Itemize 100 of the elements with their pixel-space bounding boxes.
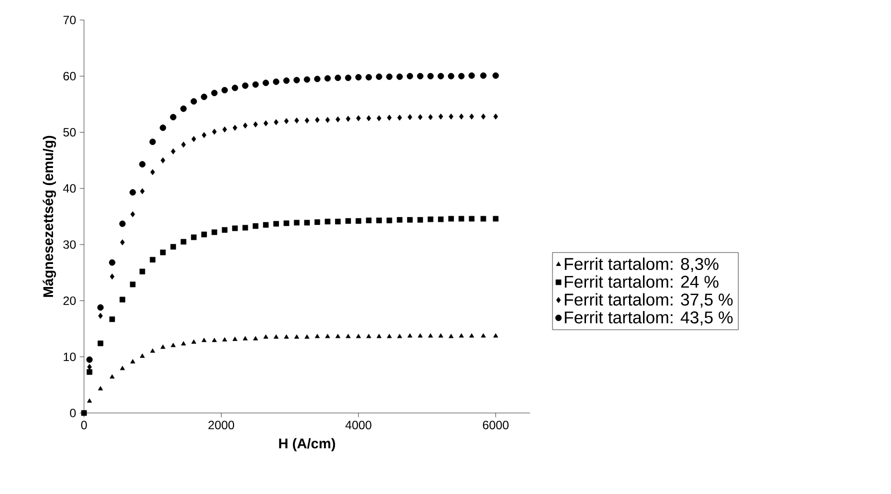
point xyxy=(304,117,310,124)
point xyxy=(458,72,465,80)
x-tick-label: 2000 xyxy=(208,420,234,430)
point xyxy=(335,334,340,338)
point xyxy=(397,114,402,121)
point xyxy=(108,259,116,266)
point xyxy=(264,120,268,126)
point xyxy=(86,356,93,363)
point xyxy=(493,114,498,120)
point xyxy=(190,98,197,105)
point xyxy=(253,336,258,340)
point xyxy=(87,398,92,403)
point xyxy=(294,334,300,339)
point xyxy=(448,72,454,80)
point xyxy=(406,72,414,80)
point xyxy=(81,410,87,416)
point xyxy=(160,124,166,131)
point xyxy=(356,115,361,122)
point xyxy=(448,114,454,120)
point xyxy=(190,234,197,240)
point xyxy=(386,74,393,80)
point xyxy=(284,118,289,124)
point xyxy=(98,386,103,390)
point xyxy=(87,364,92,370)
point xyxy=(417,72,424,80)
point xyxy=(418,333,423,338)
point xyxy=(140,268,146,274)
point xyxy=(201,232,207,238)
point xyxy=(304,220,310,226)
point xyxy=(376,115,382,122)
point xyxy=(334,74,342,82)
point xyxy=(262,80,270,86)
point xyxy=(130,359,136,364)
point xyxy=(97,304,104,311)
point xyxy=(396,74,403,80)
legend-label: Ferrit tartalom: 24 % xyxy=(564,275,718,288)
point xyxy=(283,77,290,84)
point xyxy=(428,333,433,338)
point xyxy=(212,229,218,236)
point xyxy=(458,216,464,222)
point xyxy=(242,224,248,231)
point xyxy=(324,75,331,82)
point xyxy=(274,334,279,339)
y-tick-label: 40 xyxy=(63,184,76,193)
y-tick-label: 70 xyxy=(63,16,76,24)
point xyxy=(480,216,486,222)
point xyxy=(202,338,207,342)
point xyxy=(160,250,166,256)
point xyxy=(242,82,248,89)
legend-label: Ferrit tartalom: 37,5 % xyxy=(564,293,733,308)
point xyxy=(324,218,330,224)
point xyxy=(408,114,412,120)
point xyxy=(469,114,474,120)
point xyxy=(325,116,330,123)
point xyxy=(150,256,156,263)
point xyxy=(120,366,125,370)
point xyxy=(407,217,413,223)
point xyxy=(110,274,114,280)
point xyxy=(468,72,475,79)
point xyxy=(274,119,278,126)
point xyxy=(304,334,310,339)
point xyxy=(200,94,208,100)
point xyxy=(376,334,382,338)
y-tick-label: 30 xyxy=(63,240,76,249)
point xyxy=(314,116,320,123)
point xyxy=(150,169,155,176)
point xyxy=(492,216,498,222)
y-tick-label: 60 xyxy=(63,72,76,80)
point xyxy=(170,114,176,120)
point xyxy=(202,132,206,138)
point xyxy=(284,220,290,226)
point xyxy=(110,374,115,379)
point xyxy=(387,114,392,121)
point xyxy=(438,114,444,120)
point xyxy=(294,220,300,226)
legend-label: Ferrit tartalom: 8,3% xyxy=(564,258,718,272)
point xyxy=(170,148,176,154)
point xyxy=(252,81,259,88)
point xyxy=(492,72,499,79)
point xyxy=(109,316,115,322)
point xyxy=(263,222,269,228)
point xyxy=(325,334,330,338)
point xyxy=(346,116,350,122)
point xyxy=(304,76,310,83)
point xyxy=(397,334,402,338)
y-tick-label: 50 xyxy=(63,128,76,137)
point xyxy=(458,333,464,338)
point xyxy=(493,333,498,338)
point xyxy=(180,106,187,112)
point xyxy=(86,369,92,375)
point xyxy=(344,74,352,82)
x-tick-label: 6000 xyxy=(482,420,509,430)
point xyxy=(428,216,434,222)
point xyxy=(119,220,126,227)
point xyxy=(386,218,392,224)
point xyxy=(150,348,156,353)
point xyxy=(284,334,289,339)
point xyxy=(294,117,300,124)
point xyxy=(191,136,196,142)
point xyxy=(469,333,474,338)
